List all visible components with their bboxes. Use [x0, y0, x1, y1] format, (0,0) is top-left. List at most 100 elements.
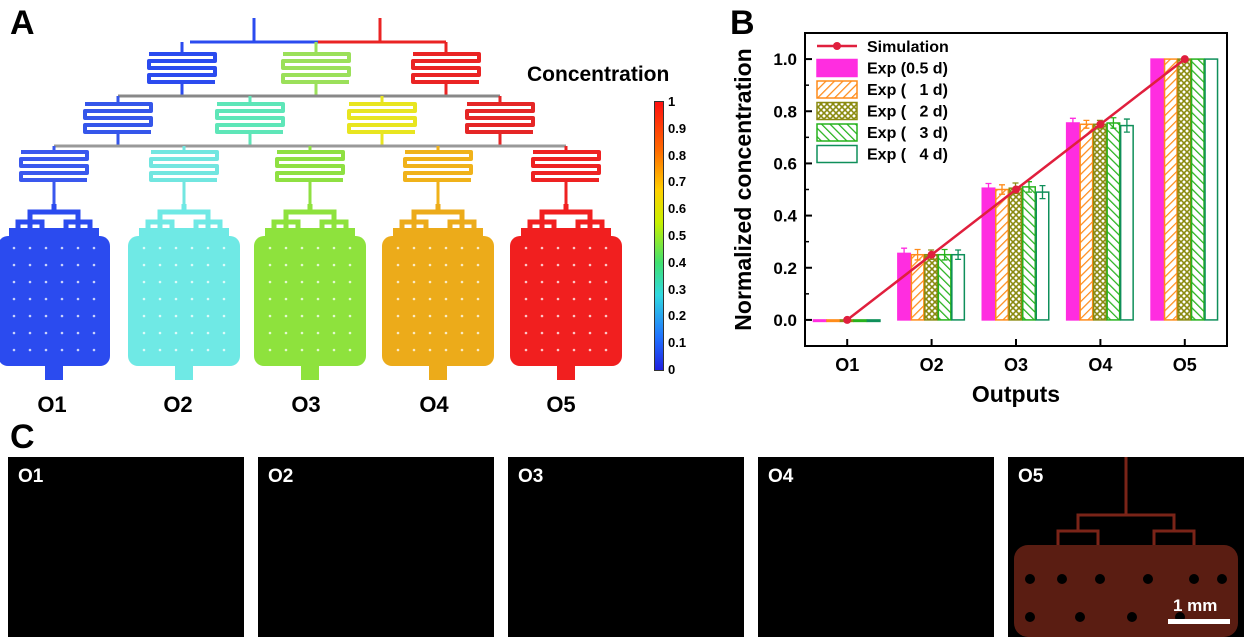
pillar-dot	[60, 348, 64, 352]
bar-o2-s4	[937, 253, 952, 321]
pillar-dot	[174, 246, 178, 250]
pillar-dot	[556, 246, 560, 250]
pillar-dot	[222, 331, 226, 335]
pillar-dot	[444, 348, 448, 352]
legend-label-s1: Exp (0.5 d)	[867, 61, 948, 78]
colorbar-tick-label: 0.1	[668, 335, 687, 351]
pillar-dot	[174, 263, 178, 267]
colorbar-tick-label: 0	[668, 362, 676, 377]
pillar-dot	[476, 297, 480, 301]
pillar-dot	[348, 331, 352, 335]
y-axis-title: Normalized concentration	[730, 48, 756, 330]
panel-b-label: B	[730, 4, 755, 42]
pillar-dot	[76, 331, 80, 335]
pillar-dot	[92, 297, 96, 301]
simulation-point	[1096, 120, 1105, 129]
pillar-dot	[444, 314, 448, 318]
pillar-dot	[206, 348, 210, 352]
pillar-dot	[222, 348, 226, 352]
bar-o3-s3	[1008, 187, 1023, 321]
fluorescence-image-o4: O4	[758, 457, 994, 637]
pillar-dot	[476, 263, 480, 267]
bar-o4-s2	[1079, 123, 1094, 321]
pillar-dot	[332, 331, 336, 335]
error-bar	[999, 184, 1005, 195]
colorbar-tick-label: 0.3	[668, 281, 687, 297]
chamber-o1	[0, 236, 110, 366]
chamber-outlet	[301, 366, 319, 380]
pillar-dot	[428, 348, 432, 352]
pillar-dot	[332, 297, 336, 301]
pillar-dot	[206, 297, 210, 301]
pillar-dot	[268, 331, 272, 335]
pillar-dot	[556, 280, 560, 284]
pillar-dot	[190, 246, 194, 250]
legend-swatch-s4	[816, 123, 858, 142]
pillar-dot	[604, 297, 608, 301]
image-label-o5: O5	[1018, 466, 1044, 487]
legend-label-s4: Exp ( 3 d)	[867, 125, 948, 142]
pillar-dot	[476, 348, 480, 352]
mixer-row3-5	[531, 150, 601, 182]
pillar-dot	[60, 314, 64, 318]
bar-o3-s5	[1035, 191, 1050, 321]
pillar-dot	[444, 246, 448, 250]
y-tick-label: 0.2	[773, 259, 797, 278]
image-label-o3: O3	[518, 466, 544, 487]
pillar-dot	[300, 331, 304, 335]
pillar-dot	[28, 280, 32, 284]
x-tick-label: O4	[1088, 355, 1112, 375]
pillar-dot	[332, 314, 336, 318]
pillar-dot	[316, 280, 320, 284]
output-label-o3: O3	[291, 392, 321, 417]
pillar-dot	[540, 297, 544, 301]
pillar-dot	[396, 263, 400, 267]
pillar-dot	[142, 314, 146, 318]
chamber-neck	[9, 228, 99, 238]
pillar-dot	[540, 246, 544, 250]
bar-o1-s2	[826, 319, 841, 323]
pillar-dot	[348, 314, 352, 318]
pillar-dot	[222, 246, 226, 250]
pillar-dot	[284, 314, 288, 318]
pillar-dot	[206, 331, 210, 335]
pillar-dot	[444, 331, 448, 335]
distributor-o3	[271, 204, 349, 232]
pillar-dot	[588, 280, 592, 284]
pillar-dot	[572, 297, 576, 301]
legend-swatch-s1	[816, 58, 858, 78]
colorbar-tick-label: 0.4	[668, 254, 687, 270]
chamber-neck	[521, 228, 611, 238]
mixer-row3-3	[275, 150, 345, 182]
distributor-o4	[399, 204, 477, 232]
pillar-dot	[142, 297, 146, 301]
pillar-dot	[174, 297, 178, 301]
pillar-dot	[332, 348, 336, 352]
pillar-dot	[284, 263, 288, 267]
bar-o4-s3	[1092, 123, 1107, 321]
pillar-dot	[396, 348, 400, 352]
colorbar-tick-label: 0.5	[668, 228, 687, 243]
x-axis-title: Outputs	[972, 381, 1060, 407]
legend-swatch-s2	[816, 80, 858, 99]
pillar-dot	[28, 314, 32, 318]
pillar-dot	[190, 263, 194, 267]
pillar-dot	[92, 348, 96, 352]
pillar-dot	[444, 263, 448, 267]
pillar-dot	[222, 314, 226, 318]
pillar-dot	[572, 331, 576, 335]
pillar-dot	[460, 331, 464, 335]
pillar-dot	[444, 280, 448, 284]
pillar-dot	[572, 314, 576, 318]
pillar-dot	[76, 314, 80, 318]
pillar-dot	[284, 246, 288, 250]
pillar-dot	[572, 246, 576, 250]
pillar-dot	[268, 314, 272, 318]
pillar-dot	[44, 297, 48, 301]
image-label-o4: O4	[768, 466, 794, 487]
pillar-dot	[222, 280, 226, 284]
pillar-dot	[158, 348, 162, 352]
y-tick-label: 0.6	[773, 154, 797, 173]
x-tick-label: O3	[1004, 355, 1028, 375]
pillar-dot	[524, 348, 528, 352]
